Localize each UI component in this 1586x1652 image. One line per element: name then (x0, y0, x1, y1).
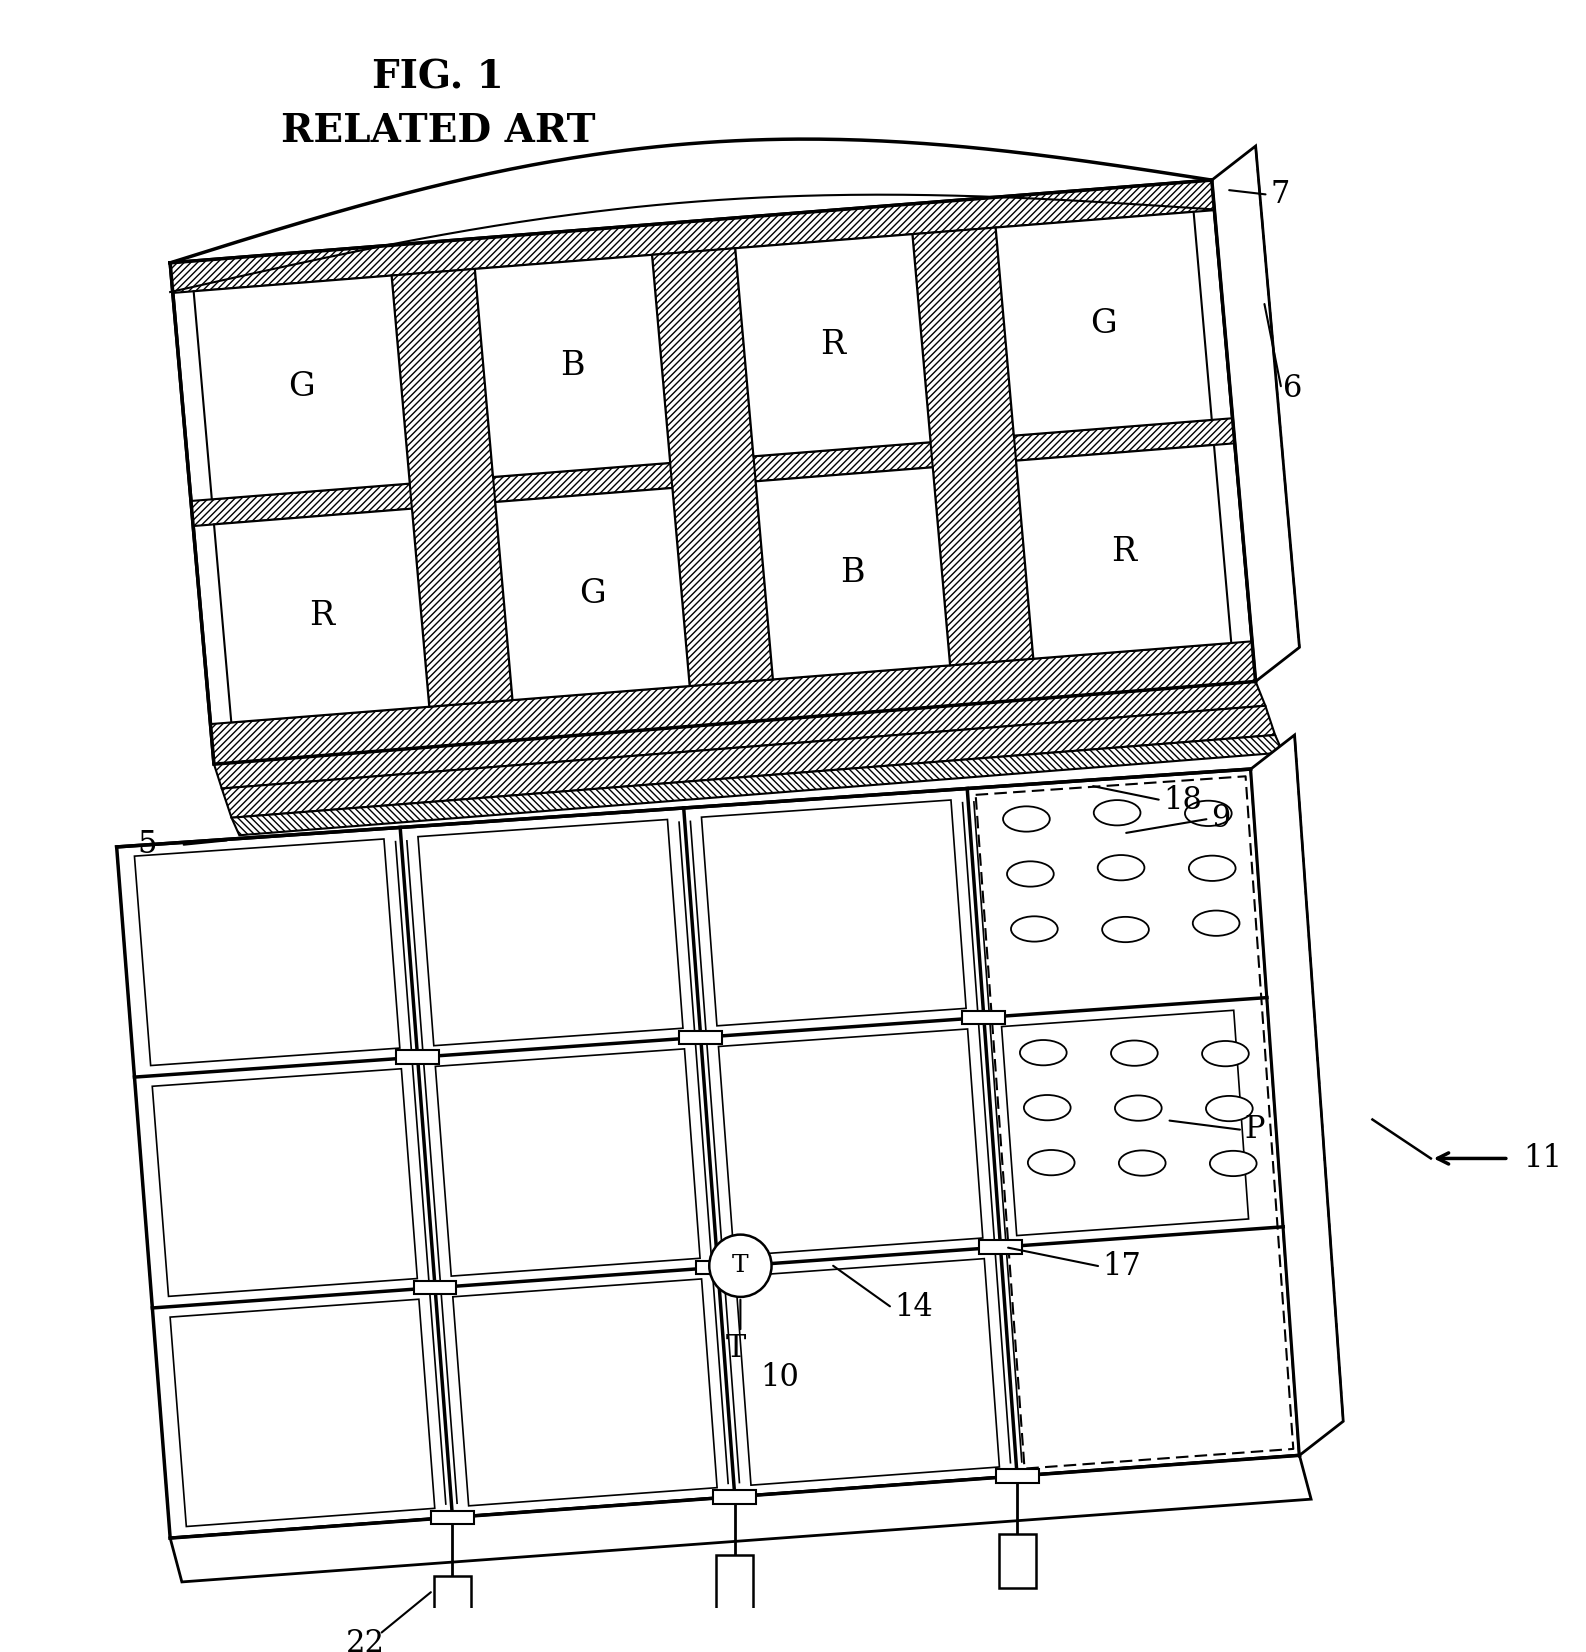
Polygon shape (222, 705, 1275, 818)
Bar (696, 1260, 739, 1274)
Bar (714, 1490, 757, 1503)
Ellipse shape (1202, 1041, 1248, 1066)
Bar (431, 1510, 474, 1525)
Polygon shape (718, 1029, 983, 1256)
Ellipse shape (1002, 806, 1050, 831)
Bar (396, 1051, 439, 1064)
Text: R: R (309, 600, 335, 631)
Bar (963, 1011, 1006, 1024)
Polygon shape (193, 276, 409, 499)
Polygon shape (474, 254, 671, 477)
Ellipse shape (1115, 1095, 1161, 1120)
Text: G: G (579, 578, 606, 610)
Polygon shape (736, 235, 931, 456)
Polygon shape (214, 681, 1266, 788)
Ellipse shape (1102, 917, 1148, 942)
Polygon shape (1002, 1011, 1248, 1236)
Ellipse shape (1098, 856, 1145, 881)
Polygon shape (1212, 145, 1299, 681)
Ellipse shape (1210, 1151, 1256, 1176)
Ellipse shape (1112, 1041, 1158, 1066)
Text: 9: 9 (1212, 803, 1231, 834)
Text: 22: 22 (346, 1629, 384, 1652)
Ellipse shape (1010, 917, 1058, 942)
Text: 14: 14 (895, 1292, 933, 1323)
Text: T: T (733, 1254, 749, 1277)
Text: 6: 6 (1283, 373, 1302, 405)
Text: R: R (1112, 535, 1136, 568)
Polygon shape (419, 819, 684, 1046)
Text: B: B (841, 557, 864, 590)
Polygon shape (232, 735, 1283, 836)
Polygon shape (135, 839, 400, 1066)
Polygon shape (170, 180, 1256, 765)
Text: T: T (725, 1333, 745, 1365)
Ellipse shape (1028, 1150, 1075, 1175)
Bar (996, 1469, 1039, 1483)
Polygon shape (736, 1259, 999, 1485)
Ellipse shape (1118, 1150, 1166, 1176)
Text: 7: 7 (1270, 178, 1289, 210)
Text: 11: 11 (1523, 1143, 1562, 1175)
Polygon shape (190, 418, 1235, 525)
Polygon shape (152, 1069, 417, 1297)
Text: FIG. 1: FIG. 1 (373, 59, 504, 97)
Polygon shape (117, 770, 1299, 1538)
Polygon shape (170, 1455, 1312, 1583)
Bar (435, 1576, 471, 1629)
Polygon shape (996, 211, 1212, 436)
Bar (414, 1280, 457, 1295)
Text: 18: 18 (1164, 785, 1202, 816)
Text: G: G (289, 372, 316, 403)
Text: RELATED ART: RELATED ART (281, 112, 595, 150)
Polygon shape (170, 180, 1215, 292)
Ellipse shape (1020, 1041, 1067, 1066)
Polygon shape (170, 1298, 435, 1526)
Polygon shape (454, 1279, 717, 1507)
Polygon shape (755, 468, 950, 679)
Ellipse shape (1007, 861, 1053, 887)
Polygon shape (701, 800, 966, 1026)
Circle shape (709, 1234, 771, 1297)
Polygon shape (1251, 735, 1343, 1455)
Polygon shape (214, 509, 430, 722)
Text: 10: 10 (760, 1363, 799, 1393)
Text: R: R (820, 329, 845, 362)
Polygon shape (392, 269, 512, 707)
Polygon shape (211, 641, 1256, 765)
Polygon shape (436, 1049, 699, 1275)
Bar (999, 1535, 1036, 1588)
Polygon shape (495, 487, 690, 700)
Polygon shape (912, 228, 1034, 666)
Bar (717, 1555, 753, 1609)
Ellipse shape (1193, 910, 1240, 935)
Ellipse shape (1205, 1095, 1253, 1122)
Text: G: G (1091, 307, 1117, 340)
Text: 17: 17 (1102, 1251, 1142, 1282)
Ellipse shape (1185, 801, 1232, 826)
Ellipse shape (1094, 800, 1140, 826)
Polygon shape (652, 248, 772, 686)
Polygon shape (1017, 444, 1231, 659)
Bar (679, 1031, 722, 1044)
Ellipse shape (1025, 1095, 1071, 1120)
Text: 5: 5 (136, 829, 157, 861)
Ellipse shape (1190, 856, 1235, 881)
Text: P: P (1245, 1115, 1266, 1145)
Text: B: B (560, 350, 585, 382)
Bar (979, 1241, 1021, 1254)
